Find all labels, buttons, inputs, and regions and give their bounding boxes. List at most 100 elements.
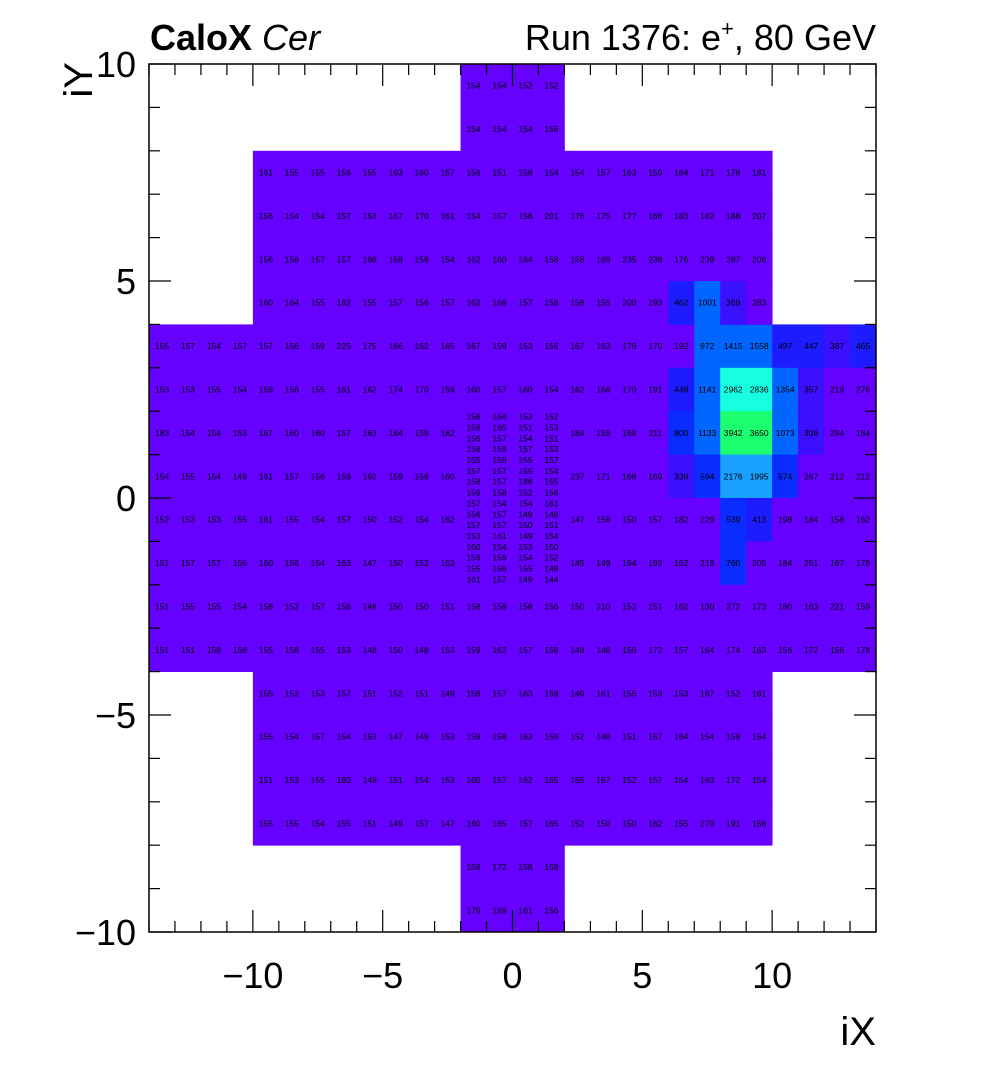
cell-value-label: 497 [778, 341, 792, 351]
heatmap-cell [694, 541, 721, 586]
cell-value-label: 153 [181, 515, 195, 525]
heatmap-cell [382, 801, 410, 846]
heatmap-cell [434, 715, 461, 759]
cell-value-label: 149 [363, 775, 377, 785]
heatmap-cell [486, 541, 513, 553]
cell-value-label: 156 [466, 412, 480, 422]
cell-value-label: 155 [466, 455, 480, 465]
cell-value-label: 155 [311, 298, 325, 308]
heatmap-cell [590, 584, 617, 629]
cell-value-label: 172 [492, 862, 506, 872]
cell-value-label: 153 [285, 775, 299, 785]
heatmap-cell [382, 671, 410, 716]
heatmap-cell [538, 552, 565, 564]
heatmap-cell [486, 422, 513, 434]
heatmap-cell [460, 194, 487, 238]
cell-value-label: 153 [518, 412, 532, 422]
x-tick-label: 5 [632, 955, 652, 996]
heatmap-cell [252, 237, 280, 282]
cell-value-label: 154 [311, 819, 325, 829]
heatmap-cell [252, 801, 280, 846]
heatmap-cell [746, 281, 773, 325]
heatmap-cell [382, 281, 410, 325]
y-tick-label: 10 [96, 44, 136, 85]
heatmap-cell [356, 715, 384, 759]
heatmap-cell [616, 150, 643, 195]
cell-value-label: 149 [518, 574, 532, 584]
heatmap-cell [564, 498, 591, 542]
cell-value-label: 157 [181, 558, 195, 568]
cell-value-label: 176 [622, 341, 636, 351]
heatmap-cell [512, 584, 539, 629]
cell-value-label: 157 [492, 211, 506, 221]
heatmap-cell [746, 584, 773, 629]
cell-value-label: 152 [155, 515, 169, 525]
heatmap-cell [226, 324, 254, 369]
cell-value-label: 156 [415, 298, 429, 308]
heatmap-cell [538, 237, 565, 282]
heatmap-cell [304, 584, 332, 629]
heatmap-cell [538, 422, 565, 434]
heatmap-cell [408, 671, 436, 716]
cell-value-label: 159 [492, 444, 506, 454]
title-right-prefix: Run 1376: e [525, 17, 721, 58]
y-tick-label: −5 [95, 695, 136, 736]
cell-value-label: 155 [622, 688, 636, 698]
cell-value-label: 1073 [776, 428, 795, 438]
cell-value-label: 155 [259, 645, 273, 655]
heatmap-cell [668, 367, 695, 412]
heatmap-cell [850, 367, 877, 412]
cell-value-label: 162 [492, 645, 506, 655]
cell-value-label: 800 [674, 428, 688, 438]
cell-value-label: 153 [363, 732, 377, 742]
heatmap-cell [512, 454, 539, 466]
heatmap-cell [512, 519, 539, 531]
heatmap-cell [616, 671, 643, 716]
cell-value-label: 221 [830, 602, 844, 612]
heatmap-cell [642, 411, 669, 455]
cell-value-label: 145 [570, 558, 584, 568]
heatmap-cell [512, 432, 539, 445]
cell-value-label: 219 [830, 385, 844, 395]
cell-value-label: 154 [311, 211, 325, 221]
cell-value-label: 178 [856, 645, 870, 655]
heatmap-cell [408, 237, 436, 282]
cell-value-label: 158 [570, 254, 584, 264]
cell-value-label: 153 [311, 688, 325, 698]
heatmap-cell [252, 541, 280, 586]
cell-value-label: 153 [440, 775, 454, 785]
heatmap-cell [746, 454, 773, 499]
heatmap-cell [564, 150, 591, 195]
heatmap-cell [746, 715, 773, 759]
heatmap-cell [538, 671, 565, 716]
heatmap-cell [538, 411, 565, 423]
heatmap-cell [512, 411, 539, 423]
cell-value-label: 212 [830, 471, 844, 481]
heatmap-cell [642, 715, 669, 759]
cell-value-label: 166 [596, 385, 610, 395]
heatmap-cell [616, 194, 643, 238]
heatmap-cell [798, 454, 825, 499]
heatmap-cell [616, 758, 643, 803]
heatmap-cell [486, 476, 513, 488]
cell-value-label: 151 [363, 819, 377, 829]
cell-value-label: 594 [700, 471, 714, 481]
heatmap-cell [564, 801, 591, 846]
cell-value-label: 149 [518, 531, 532, 541]
cell-value-label: 183 [155, 428, 169, 438]
cell-value-label: 267 [804, 471, 818, 481]
cell-value-label: 154 [570, 168, 584, 178]
heatmap-cell [252, 584, 280, 629]
cell-value-label: 153 [440, 645, 454, 655]
heatmap-cell [278, 194, 306, 238]
heatmap-cell [538, 476, 565, 488]
heatmap-cell [616, 411, 643, 455]
heatmap-cell [746, 324, 773, 369]
cell-value-label: 152 [285, 602, 299, 612]
heatmap-cell [356, 367, 384, 412]
heatmap-cell [512, 845, 539, 889]
heatmap-cell [278, 541, 306, 586]
cell-value-label: 154 [518, 433, 532, 443]
cell-value-label: 151 [155, 602, 169, 612]
heatmap-cell [356, 281, 384, 325]
